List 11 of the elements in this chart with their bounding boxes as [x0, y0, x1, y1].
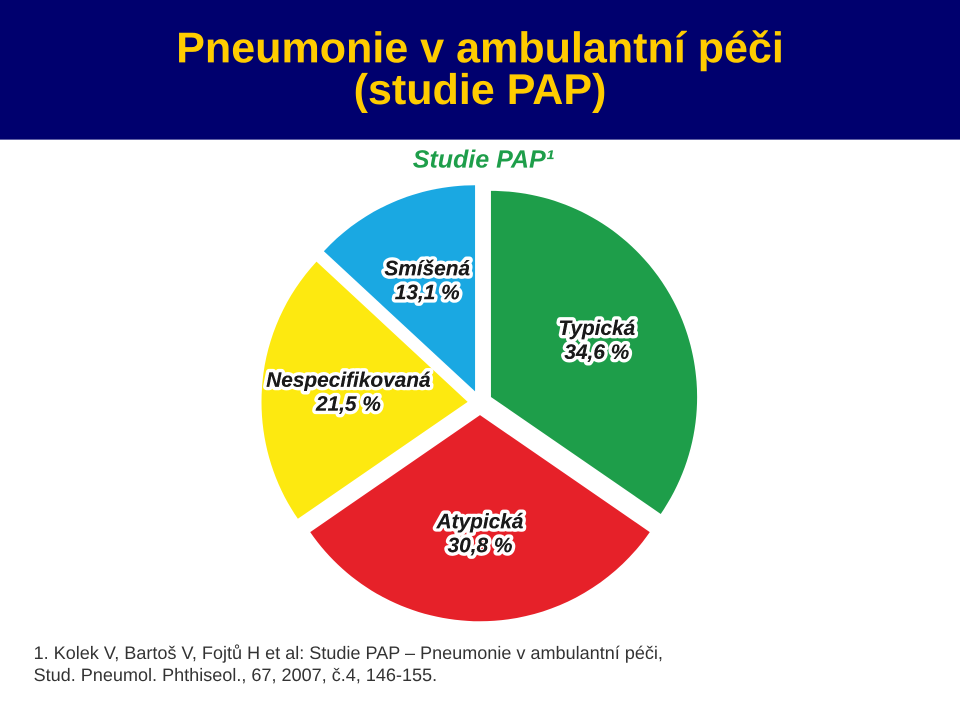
chart-subtitle: Studie PAP¹: [413, 149, 554, 168]
slice-label: Typická: [560, 320, 635, 340]
data-label: 34,6 %: [564, 344, 629, 362]
data-label: 30,8 %: [448, 538, 512, 556]
slice-label: Atypická: [436, 512, 523, 533]
chart-title: Pneumonie v ambulantní péči (studie PAP): [179, 30, 781, 113]
text: 1. Kolek V, Bartoš V, Fojtů H et al: Studie PAP – Pneumonie v ambulantní péči, Stud. Pneumol. Phthiseol., 67, 2007, č.4, 146-155.: [34, 644, 662, 684]
data-label: 13,1 %: [395, 284, 460, 302]
slice-label: Smíšená: [384, 260, 470, 276]
slice-label: Nespecifikovaná: [266, 371, 430, 392]
data-label: 21,5 %: [316, 396, 380, 414]
